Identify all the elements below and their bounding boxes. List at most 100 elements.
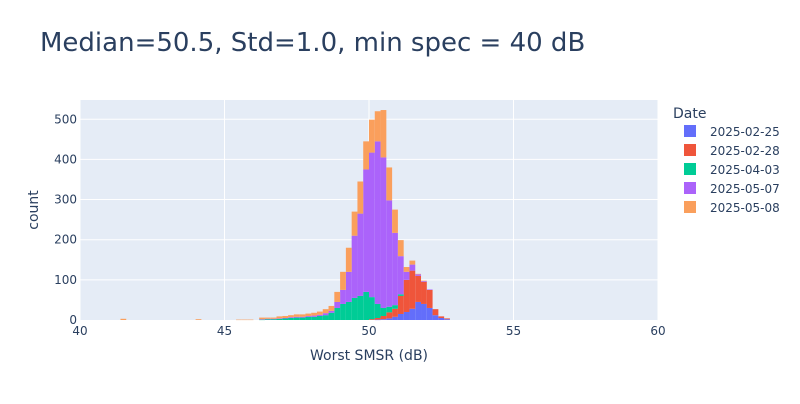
bar-2025-04-03-47.5[interactable] — [293, 317, 300, 320]
bar-2025-02-28-52.3[interactable] — [432, 309, 439, 316]
legend-item-2025-05-07[interactable]: 2025-05-07 — [684, 182, 780, 196]
bar-2025-04-03-50.9[interactable] — [392, 305, 398, 309]
bar-2025-05-08-50.9[interactable] — [392, 209, 398, 233]
bar-2025-05-07-51.5[interactable] — [409, 264, 416, 271]
bar-2025-04-03-50.7[interactable] — [386, 306, 393, 313]
bar-2025-05-07-46.7[interactable] — [270, 318, 277, 320]
bar-2025-02-25-51.3[interactable] — [403, 311, 410, 320]
bar-2025-05-07-49.9[interactable] — [363, 169, 369, 292]
bar-2025-02-28-50.7[interactable] — [386, 312, 393, 319]
bar-2025-04-03-48.1[interactable] — [311, 316, 317, 320]
bar-2025-05-08-47.3[interactable] — [288, 315, 294, 318]
bar-2025-04-03-49.7[interactable] — [357, 295, 364, 320]
bar-2025-04-03-47.7[interactable] — [299, 317, 306, 320]
bar-2025-04-03-46.5[interactable] — [264, 319, 271, 320]
bar-2025-05-07-50.5[interactable] — [380, 157, 387, 308]
bar-2025-02-28-50.9[interactable] — [392, 308, 398, 317]
legend-item-2025-05-08[interactable]: 2025-05-08 — [684, 201, 780, 215]
bar-2025-05-07-51.1[interactable] — [397, 256, 404, 295]
bar-2025-04-03-50.1[interactable] — [369, 297, 375, 320]
bar-2025-04-03-49.5[interactable] — [351, 297, 358, 320]
bar-2025-05-07-52.1[interactable] — [426, 289, 433, 290]
bar-2025-02-28-52.5[interactable] — [438, 316, 445, 318]
bar-2025-05-08-44.1[interactable] — [195, 319, 202, 320]
bar-2025-05-07-49.1[interactable] — [340, 289, 346, 304]
bar-2025-05-08-48.7[interactable] — [328, 305, 335, 311]
bar-2025-02-28-51.7[interactable] — [415, 275, 422, 302]
bar-2025-05-08-46.7[interactable] — [270, 317, 277, 319]
legend-items[interactable]: 2025-02-25 2025-02-28 2025-04-03 2025-05-07… — [684, 125, 780, 215]
bar-2025-05-07-50.1[interactable] — [369, 152, 375, 298]
bar-2025-05-08-48.9[interactable] — [334, 291, 341, 302]
bar-2025-02-25-52.5[interactable] — [438, 317, 445, 320]
bar-2025-04-03-48.5[interactable] — [322, 315, 329, 320]
bar-2025-05-08-48.1[interactable] — [311, 312, 317, 316]
bar-2025-02-25-52.3[interactable] — [432, 315, 439, 320]
bar-2025-04-03-48.7[interactable] — [328, 312, 335, 320]
bar-2025-02-25-50.3[interactable] — [374, 319, 381, 321]
bar-2025-05-07-50.9[interactable] — [392, 232, 398, 306]
bar-2025-05-08-45.7[interactable] — [241, 319, 248, 321]
bar-2025-04-03-48.3[interactable] — [316, 315, 323, 320]
bar-2025-05-08-46.9[interactable] — [276, 316, 283, 319]
bar-2025-04-03-47.1[interactable] — [282, 318, 289, 320]
bar-2025-02-28-50.5[interactable] — [380, 315, 387, 320]
bar-2025-05-08-51.9[interactable] — [421, 280, 427, 282]
bar-2025-02-25-52.7[interactable] — [444, 319, 450, 320]
bar-2025-02-28-52.1[interactable] — [426, 289, 433, 308]
bar-2025-02-28-51.1[interactable] — [397, 295, 404, 314]
bar-2025-05-07-49.7[interactable] — [357, 213, 364, 296]
bar-2025-05-07-51.7[interactable] — [415, 274, 422, 276]
bar-2025-02-28-50.3[interactable] — [374, 317, 381, 320]
bar-2025-05-08-48.3[interactable] — [316, 311, 323, 315]
bar-2025-05-07-49.3[interactable] — [345, 271, 352, 302]
bar-2025-05-07-47.1[interactable] — [282, 317, 289, 319]
bar-2025-05-08-50.5[interactable] — [380, 110, 387, 158]
bar-2025-04-03-46.7[interactable] — [270, 319, 277, 320]
bar-2025-05-07-48.9[interactable] — [334, 301, 341, 308]
bar-2025-02-28-51.5[interactable] — [409, 270, 416, 309]
bar-2025-05-07-47.7[interactable] — [299, 316, 306, 318]
bar-2025-05-08-50.7[interactable] — [386, 167, 393, 201]
legend-item-2025-02-28[interactable]: 2025-02-28 — [684, 144, 780, 158]
bar-2025-02-25-51.9[interactable] — [421, 303, 427, 320]
bar-2025-04-03-46.9[interactable] — [276, 318, 283, 320]
bar-2025-05-08-47.1[interactable] — [282, 315, 289, 318]
bar-2025-05-08-48.5[interactable] — [322, 309, 329, 314]
bar-2025-05-08-45.5[interactable] — [236, 319, 242, 321]
bar-2025-05-08-49.7[interactable] — [357, 181, 364, 214]
bar-2025-05-08-47.7[interactable] — [299, 314, 306, 317]
bar-2025-04-03-49.9[interactable] — [363, 291, 369, 320]
bar-2025-05-07-48.7[interactable] — [328, 310, 335, 313]
bar-2025-05-08-49.5[interactable] — [351, 211, 358, 236]
legend-item-2025-04-03[interactable]: 2025-04-03 — [684, 163, 780, 177]
bar-2025-05-08-50.3[interactable] — [374, 111, 381, 142]
bar-2025-05-07-46.5[interactable] — [264, 318, 271, 320]
bar-2025-04-03-48.9[interactable] — [334, 307, 341, 320]
bar-2025-05-07-47.9[interactable] — [305, 315, 312, 317]
bar-2025-02-25-51.5[interactable] — [409, 308, 416, 320]
bar-2025-05-07-50.3[interactable] — [374, 141, 381, 304]
legend[interactable]: Date 2025-02-252025-02-282025-04-032025-… — [673, 106, 780, 215]
bar-2025-02-25-51.1[interactable] — [397, 313, 404, 320]
bar-2025-05-08-41.5[interactable] — [120, 318, 127, 320]
legend-item-2025-02-25[interactable]: 2025-02-25 — [684, 125, 780, 139]
bar-2025-04-03-50.3[interactable] — [374, 303, 381, 318]
bar-2025-05-07-46.3[interactable] — [259, 319, 265, 320]
bar-2025-04-03-47.9[interactable] — [305, 316, 312, 320]
bar-2025-02-28-51.9[interactable] — [421, 281, 427, 304]
bar-2025-05-08-49.9[interactable] — [363, 141, 369, 170]
bar-2025-05-08-51.5[interactable] — [409, 260, 416, 265]
bar-2025-05-08-46.5[interactable] — [264, 317, 271, 319]
bar-2025-05-08-51.7[interactable] — [415, 273, 422, 275]
bar-2025-02-28-51.3[interactable] — [403, 279, 410, 312]
bar-2025-04-03-46.3[interactable] — [259, 319, 265, 321]
bar-2025-02-25-50.7[interactable] — [386, 318, 393, 320]
bar-2025-05-07-47.3[interactable] — [288, 317, 294, 318]
bar-2025-05-08-51.3[interactable] — [403, 267, 410, 272]
bar-2025-05-07-50.7[interactable] — [386, 200, 393, 307]
bar-2025-05-07-48.3[interactable] — [316, 314, 323, 316]
bar-2025-05-08-51.1[interactable] — [397, 240, 404, 257]
bar-2025-05-07-51.3[interactable] — [403, 271, 410, 280]
bar-2025-05-07-48.1[interactable] — [311, 315, 317, 317]
